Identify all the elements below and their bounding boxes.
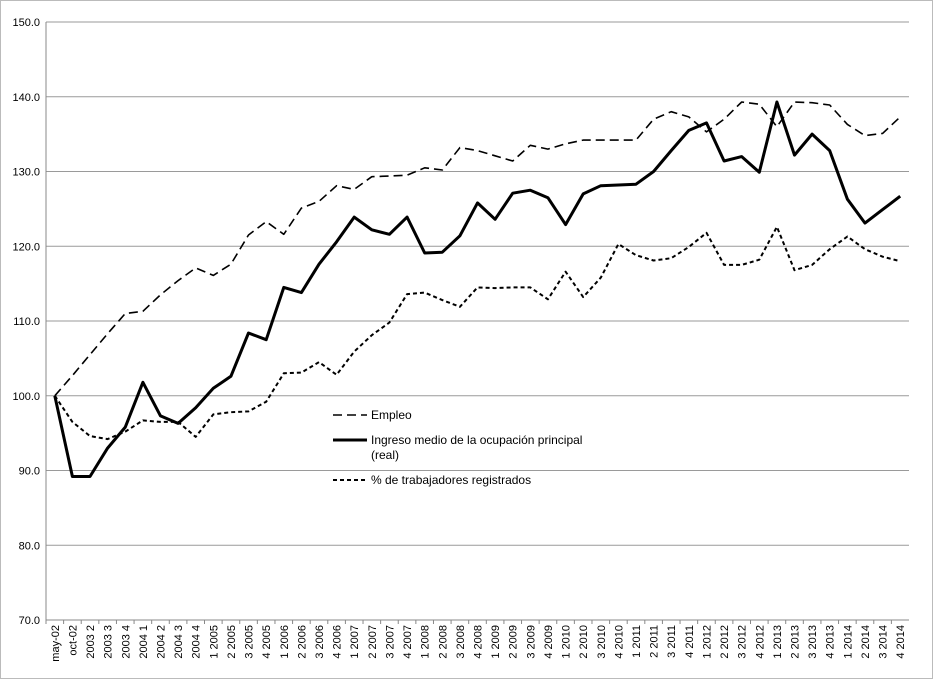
x-tick-label: 2004 3	[173, 625, 185, 659]
series-line	[53, 100, 902, 478]
y-tick-label: 100.0	[12, 391, 40, 403]
legend-swatch	[333, 479, 367, 481]
legend-item: Empleo	[333, 408, 593, 423]
x-tick-label: 1 2006	[279, 625, 291, 659]
x-tick-label: 2 2005	[226, 625, 238, 659]
x-tick-label: 3 2008	[455, 625, 467, 659]
y-tick-label: 120.0	[12, 241, 40, 253]
legend: Empleo Ingreso medio de la ocupación prin…	[333, 408, 593, 498]
x-tick-label: 2 2012	[719, 625, 731, 659]
x-tick-label: 3 2013	[807, 625, 819, 659]
x-tick-label: oct-02	[67, 625, 79, 656]
x-tick-label: 4 2011	[684, 625, 696, 658]
legend-swatch	[333, 438, 367, 442]
y-tick-label: 140.0	[12, 92, 40, 104]
x-tick-label: 4 2009	[543, 625, 555, 659]
x-tick-label: 2003 4	[120, 625, 132, 659]
x-tick-label: may-02	[50, 625, 62, 662]
x-tick-label: 2 2007	[367, 625, 379, 659]
legend-item: % de trabajadores registrados	[333, 473, 593, 488]
x-tick-label: 3 2011	[666, 625, 678, 658]
x-tick-label: 2 2006	[296, 625, 308, 659]
y-tick-label: 130.0	[12, 167, 40, 179]
x-tick-label: 2 2008	[437, 625, 449, 659]
x-tick-label: 2 2014	[860, 625, 872, 659]
x-tick-label: 3 2006	[314, 625, 326, 659]
y-tick-label: 80.0	[19, 540, 40, 552]
x-tick-label: 4 2008	[473, 625, 485, 659]
y-tick-label: 90.0	[19, 466, 40, 478]
x-tick-label: 1 2007	[349, 625, 361, 659]
x-tick-label: 2 2011	[649, 625, 661, 658]
x-tick-label: 3 2012	[737, 625, 749, 659]
x-tick-label: 1 2008	[420, 625, 432, 659]
x-tick-label: 2003 2	[85, 625, 97, 659]
x-tick-label: 3 2007	[384, 625, 396, 659]
x-tick-label: 3 2009	[525, 625, 537, 659]
legend-item: Ingreso medio de la ocupación principal …	[333, 433, 593, 463]
x-tick-label: 4 2007	[402, 625, 414, 659]
series-line	[53, 225, 901, 441]
x-tick-label: 3 2010	[596, 625, 608, 659]
y-tick-label: 150.0	[12, 17, 40, 29]
x-tick-label: 2 2009	[508, 625, 520, 659]
legend-label: Ingreso medio de la ocupación principal …	[371, 433, 583, 462]
series-line	[54, 101, 901, 397]
x-tick-label: 2 2010	[578, 625, 590, 659]
x-tick-label: 1 2009	[490, 625, 502, 659]
x-tick-label: 2003 3	[103, 625, 115, 659]
x-tick-label: 4 2012	[754, 625, 766, 659]
x-tick-label: 2004 2	[155, 625, 167, 659]
x-tick-label: 1 2012	[701, 625, 713, 659]
x-tick-label: 4 2010	[613, 625, 625, 659]
x-tick-label: 1 2010	[561, 625, 573, 659]
x-tick-label: 1 2005	[208, 625, 220, 659]
x-tick-label: 4 2013	[825, 625, 837, 659]
x-tick-label: 4 2005	[261, 625, 273, 659]
legend-swatch	[333, 414, 367, 416]
x-tick-label: 3 2014	[878, 625, 890, 659]
legend-label: % de trabajadores registrados	[371, 473, 532, 487]
x-tick-label: 2004 4	[191, 625, 203, 659]
y-tick-label: 70.0	[19, 615, 40, 627]
x-tick-label: 4 2006	[332, 625, 344, 659]
x-tick-label: 4 2014	[895, 625, 907, 659]
x-tick-label: 1 2011	[631, 625, 643, 658]
y-tick-label: 110.0	[13, 316, 40, 328]
x-tick-label: 1 2013	[772, 625, 784, 659]
legend-label: Empleo	[371, 408, 412, 422]
x-tick-label: 2004 1	[138, 625, 150, 659]
x-tick-label: 2 2013	[790, 625, 802, 659]
x-tick-label: 3 2005	[244, 625, 256, 659]
x-tick-label: 1 2014	[842, 625, 854, 659]
